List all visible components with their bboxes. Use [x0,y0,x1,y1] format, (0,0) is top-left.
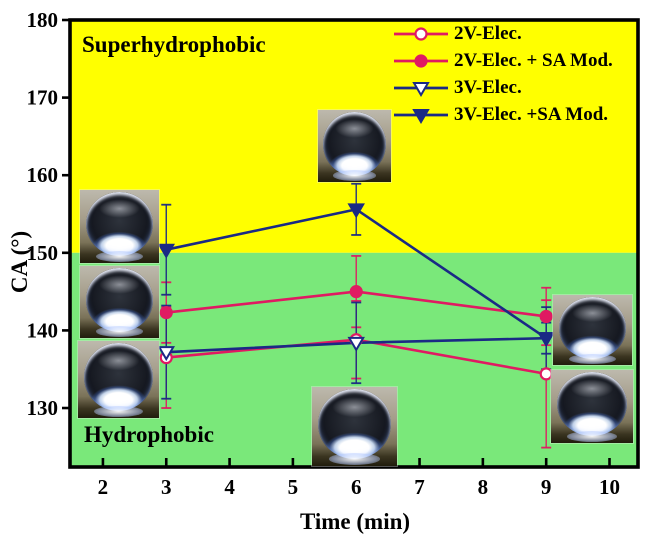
svg-text:3: 3 [161,475,172,499]
droplet-inset [312,387,397,466]
legend-label: 3V-Elec. +SA Mod. [454,103,609,125]
droplet-inset [318,110,391,182]
svg-text:8: 8 [478,475,489,499]
droplet-inset [78,341,159,418]
droplet-inset [80,190,159,263]
svg-text:2: 2 [98,475,109,499]
x-axis-label: Time (min) [299,509,411,534]
legend: 2V-Elec. 2V-Elec. + SA Mod. 3V-Elec. 3V-… [393,20,613,128]
svg-text:7: 7 [414,475,425,499]
legend-item-3v-elec: 3V-Elec. [393,74,613,101]
svg-text:130: 130 [27,396,59,420]
svg-text:5: 5 [288,475,299,499]
svg-text:4: 4 [224,475,235,499]
filled-triangle-marker-icon [394,108,448,124]
y-axis-label: CA (°) [7,230,32,294]
droplet-inset [553,295,632,365]
svg-text:180: 180 [27,8,59,32]
open-triangle-marker-icon [394,81,448,97]
droplet-inset [551,370,633,443]
svg-text:170: 170 [27,86,59,110]
open-circle-marker-icon [394,26,448,41]
legend-item-2v-elec-sa-mod: 2V-Elec. + SA Mod. [393,47,613,74]
droplet-inset [80,266,159,338]
filled-circle-marker-icon [394,53,448,68]
svg-text:10: 10 [599,475,620,499]
svg-text:6: 6 [351,475,362,499]
svg-text:160: 160 [27,163,59,187]
legend-label: 3V-Elec. [454,76,522,98]
svg-text:150: 150 [27,241,59,265]
svg-text:140: 140 [27,318,59,342]
svg-text:9: 9 [541,475,552,499]
superhydrophobic-region-label: Superhydrophobic [82,32,266,57]
legend-item-2v-elec: 2V-Elec. [393,20,613,47]
hydrophobic-region-label: Hydrophobic [84,422,214,447]
legend-label: 2V-Elec. [454,22,522,44]
legend-label: 2V-Elec. + SA Mod. [454,49,613,71]
legend-item-3v-elec-sa-mod: 3V-Elec. +SA Mod. [393,101,613,128]
